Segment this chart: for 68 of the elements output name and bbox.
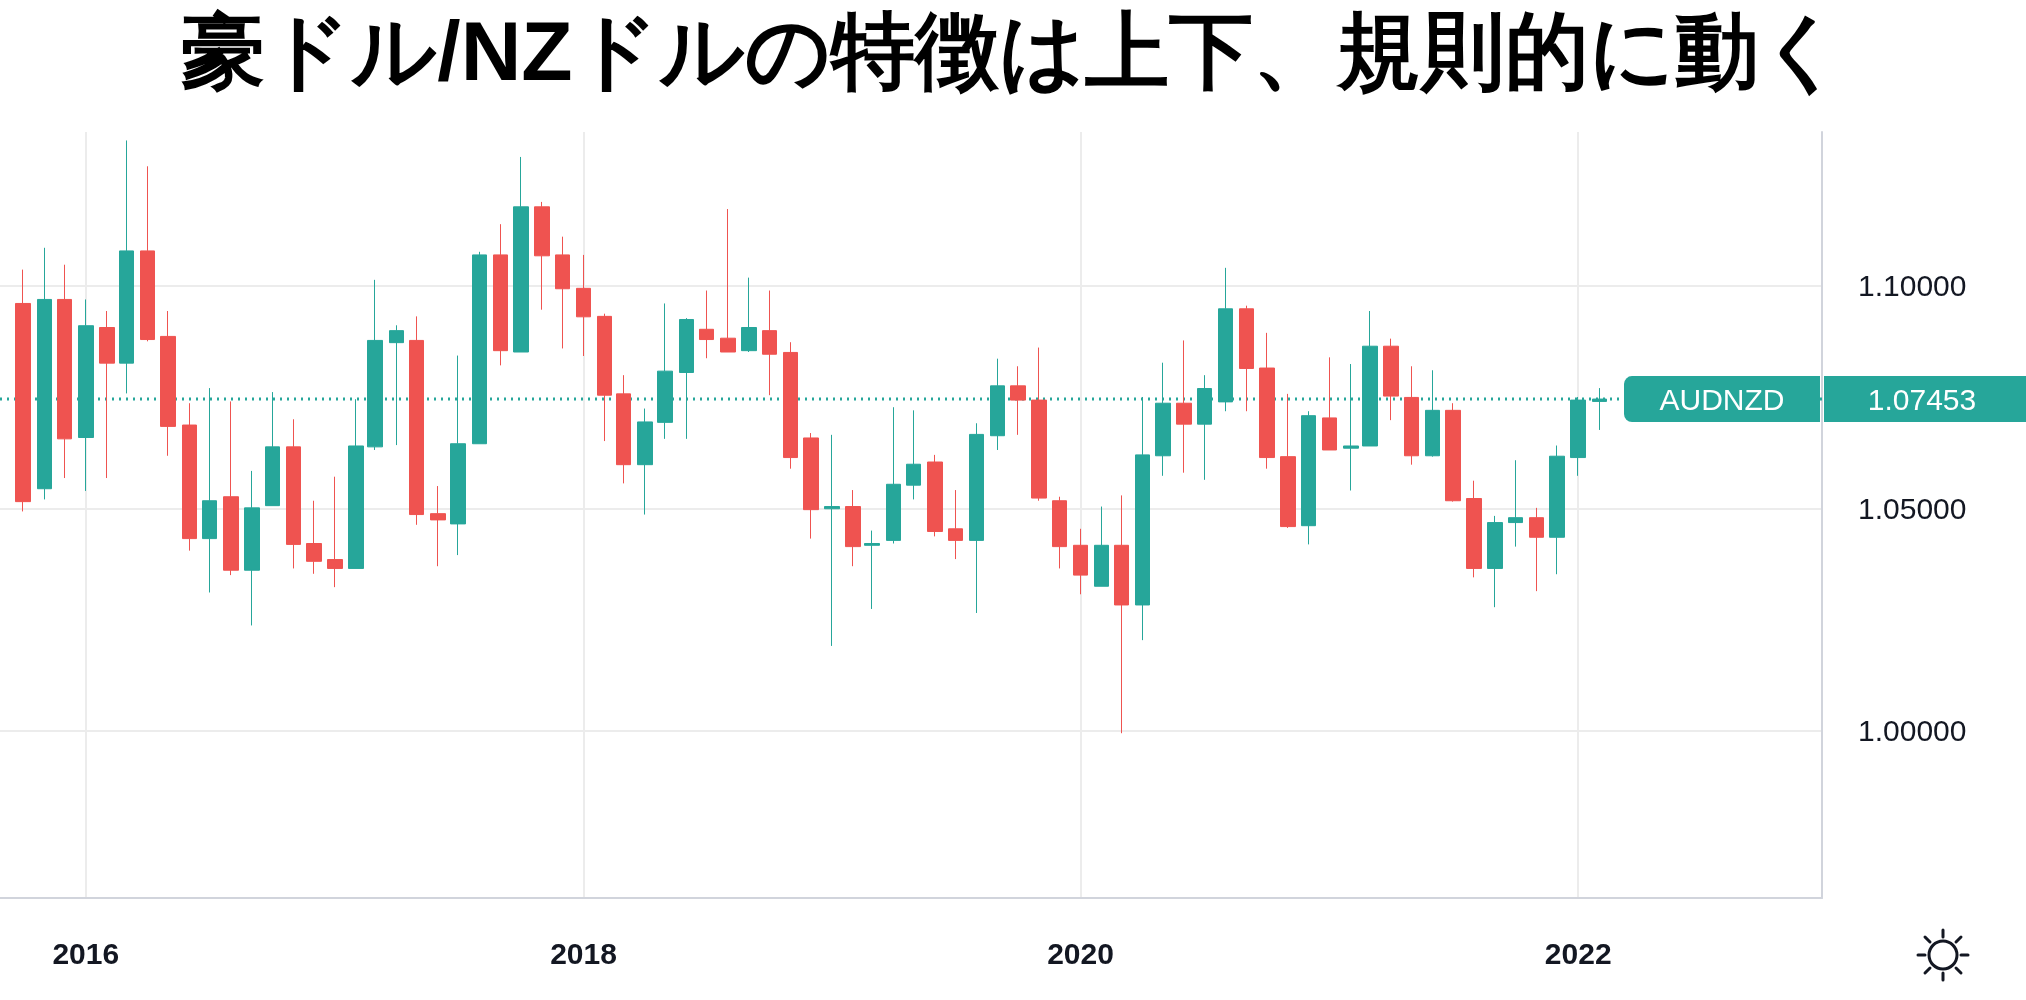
candlestick: [720, 208, 736, 353]
candlestick: [1259, 332, 1275, 470]
candlestick: [15, 269, 31, 512]
candlestick: [430, 485, 446, 567]
candlestick: [969, 422, 984, 614]
candlestick: [803, 432, 819, 540]
candlestick: [140, 165, 155, 342]
candlestick: [1094, 506, 1109, 587]
candlestick: [160, 310, 176, 457]
text: 1.07453: [1867, 382, 1977, 416]
candlestick: [555, 236, 570, 349]
candlestick: [534, 201, 550, 311]
candlestick: [223, 400, 239, 576]
candlestick: [1466, 480, 1482, 578]
candlestick: [182, 402, 197, 552]
candlestick: [1404, 365, 1419, 466]
candlestick: [389, 324, 404, 446]
candlestick: [1114, 494, 1129, 734]
candlestick: [1508, 459, 1523, 548]
candlestick: [1322, 356, 1337, 451]
candlestick: [513, 156, 529, 353]
candlestick: [57, 264, 72, 479]
candlestick: [906, 409, 921, 500]
candlestick: [1052, 496, 1067, 569]
candlestick: [244, 470, 260, 626]
candlestick: [1031, 347, 1047, 502]
y-tick-label: 1.05000: [1858, 491, 1967, 525]
candlestick: [948, 489, 963, 560]
candlestick: [576, 254, 591, 357]
candlestick: [845, 489, 861, 567]
candlestick: [1425, 369, 1440, 458]
candlestick: [762, 290, 777, 396]
chart-title: 豪ドル/NZドルの特徴は上下、規則的に動く: [181, 4, 1845, 98]
candlestick: [616, 374, 631, 484]
candlestick: [699, 290, 714, 359]
candlestick: [927, 454, 943, 537]
candlestick: [1301, 410, 1316, 545]
candlestick: [327, 476, 343, 588]
candlestick: [1280, 393, 1296, 529]
candlestick: [1010, 365, 1026, 436]
candlestick: [637, 408, 653, 516]
candlestick: [99, 310, 115, 479]
x-tick-label: 2020: [1047, 936, 1114, 970]
candlestick: [1487, 515, 1503, 608]
candlestick: [783, 341, 798, 470]
candlestick: [1239, 305, 1254, 412]
candlestick: [119, 139, 134, 394]
candlestick: [1549, 445, 1565, 575]
candlestick: [597, 313, 612, 442]
candlestick: [1529, 507, 1544, 592]
candlestick: [1445, 402, 1461, 503]
candlestick: [409, 315, 424, 526]
candlestick: [493, 223, 508, 366]
x-tick-label: 2016: [52, 936, 120, 970]
y-tick-label: 1.10000: [1858, 269, 1967, 303]
candlestick: [306, 500, 322, 575]
candlestick: [741, 277, 757, 353]
candlestick: [864, 530, 880, 610]
candlestick: [886, 406, 901, 544]
candlestick: [1383, 338, 1399, 421]
y-tick-label: 1.00000: [1858, 714, 1967, 748]
candlestick: [1176, 339, 1192, 474]
candlestick: [824, 434, 840, 647]
candlestick: [1073, 528, 1088, 595]
candlestick: [286, 418, 301, 569]
x-tick-label: 2022: [1544, 936, 1612, 970]
x-tick-label: 2018: [550, 936, 617, 970]
ref-line-label: AUDNZD: [1659, 382, 1785, 416]
